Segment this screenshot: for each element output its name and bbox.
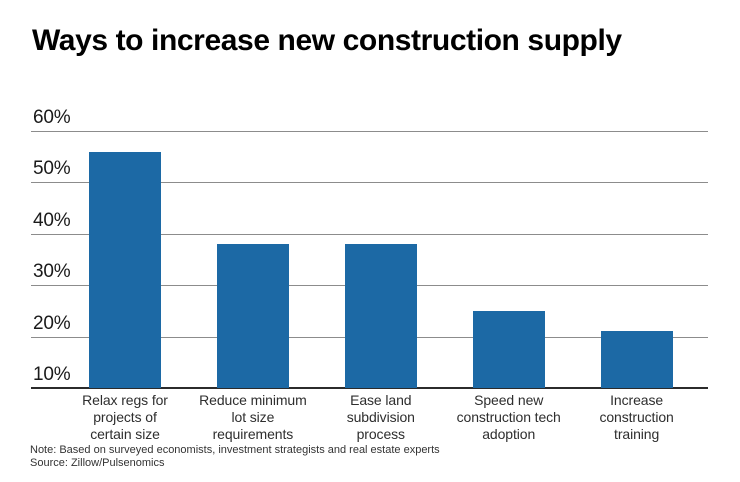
bar [472,310,545,388]
bar [600,331,673,388]
gridline [31,233,708,235]
x-axis-category-label: Reduce minimum lot size requirements [199,392,307,442]
chart-title: Ways to increase new construction supply [32,24,622,57]
gridline [31,182,708,184]
gridline [31,131,708,132]
x-axis-category-label: Speed new construction tech adoption [456,392,561,442]
y-axis-tick-label: 10% [33,364,71,385]
bar [216,244,289,388]
y-axis-tick-label: 60% [33,107,71,128]
y-axis-tick-label: 20% [33,312,71,334]
bar [89,151,161,388]
y-axis-tick-label: 50% [33,158,71,180]
y-axis-tick-label: 30% [33,261,71,283]
x-axis-baseline [31,387,708,389]
x-axis-category-label: Ease land subdivision process [346,392,415,442]
chart-note: Note: Based on surveyed economists, inve… [30,444,440,456]
bar [344,244,417,388]
y-axis-tick-label: 40% [33,209,71,231]
x-axis-category-label: Relax regs for projects of certain size [82,392,168,442]
x-axis-category-label: Increase construction training [599,392,674,442]
chart-source: Source: Zillow/Pulsenomics [30,457,165,469]
